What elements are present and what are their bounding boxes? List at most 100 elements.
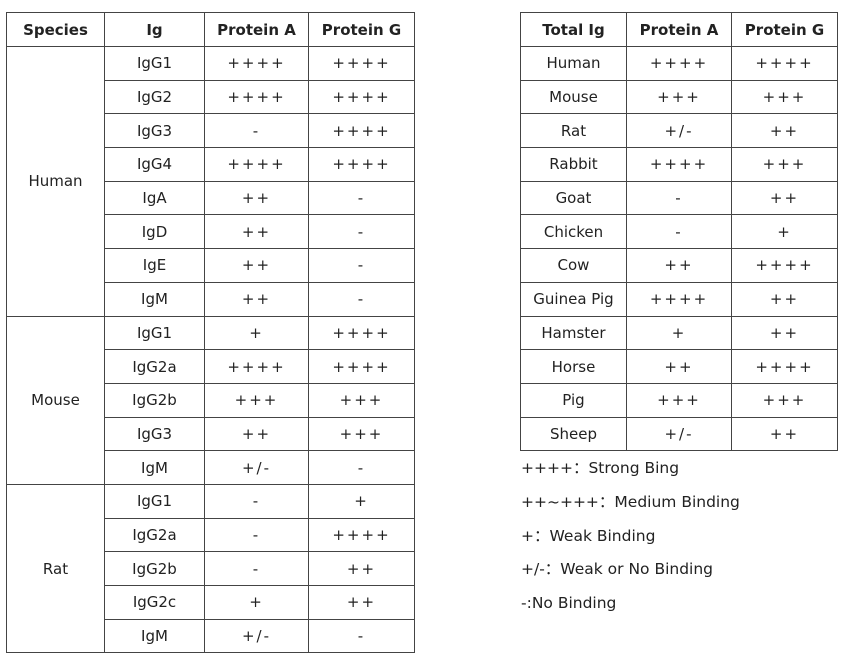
row: Rabbit ++++ +++ (520, 147, 838, 182)
row: IgE ++ - (7, 248, 415, 283)
species-cell: Sheep (520, 416, 627, 452)
binding-cell: +++ (308, 416, 415, 452)
binding-cell: + (308, 483, 415, 519)
species-cell: Rat (6, 483, 105, 654)
row: Horse ++ ++++ (520, 349, 838, 384)
row: IgG2a - ++++ (7, 517, 415, 553)
row: IgG2c + ++ (7, 585, 415, 620)
ig-cell: IgM (104, 281, 205, 317)
binding-cell: - (204, 113, 309, 149)
binding-cell: - (308, 618, 415, 654)
species-cell: Cow (520, 248, 627, 283)
binding-cell: ++++ (308, 147, 415, 182)
species-cell: Guinea Pig (520, 281, 627, 317)
species-cell: Chicken (520, 214, 627, 250)
left-table: Species Ig Protein A Protein G Human IgG1 ++++… (6, 12, 415, 654)
header-cell: Protein A (626, 12, 732, 47)
row: Mouse +++ +++ (520, 79, 838, 115)
header-cell: Total Ig (520, 12, 627, 47)
binding-cell: ++++ (626, 281, 732, 317)
header-cell: Protein G (731, 12, 838, 47)
binding-cell: +++ (731, 79, 838, 115)
header-row: Total Ig Protein A Protein G (520, 12, 838, 47)
binding-cell: ++ (204, 416, 309, 452)
binding-cell: ++ (626, 349, 732, 384)
ig-cell: IgG1 (104, 483, 205, 519)
ig-cell: IgG2a (104, 349, 205, 384)
ig-cell: IgA (104, 180, 205, 216)
row: Goat - ++ (520, 180, 838, 216)
species-cell: Goat (520, 180, 627, 216)
row: IgA ++ - (7, 180, 415, 216)
row: IgG3- ++++ (7, 113, 415, 149)
species-cell: Horse (520, 349, 627, 384)
header-cell: Species (6, 12, 105, 47)
row: IgG2b +++ +++ (7, 382, 415, 418)
binding-cell: + (731, 214, 838, 250)
binding-cell: ++++ (626, 147, 732, 182)
ig-cell: IgE (104, 248, 205, 283)
binding-cell: ++ (731, 315, 838, 351)
binding-cell: +/- (204, 618, 309, 654)
binding-cell: - (308, 450, 415, 485)
ig-cell: IgG3 (104, 416, 205, 452)
legend-item: ++~+++：Medium Binding (521, 492, 740, 511)
row: Sheep +/- ++ (520, 416, 838, 452)
row: Hamster + ++ (520, 315, 838, 351)
binding-cell: ++++ (308, 46, 415, 81)
binding-cell: ++++ (204, 349, 309, 384)
row: Cow ++ ++++ (520, 248, 838, 283)
species-cell: Mouse (6, 315, 105, 485)
header-cell: Protein G (308, 12, 415, 47)
species-cell: Rat (520, 113, 627, 149)
species-cell: Rabbit (520, 147, 627, 182)
binding-cell: ++ (731, 416, 838, 452)
row: Chicken - + (520, 214, 838, 250)
binding-cell: ++++ (204, 79, 309, 115)
binding-cell: ++++ (308, 113, 415, 149)
binding-cell: - (626, 214, 732, 250)
binding-cell: - (308, 248, 415, 283)
ig-cell: IgG2c (104, 585, 205, 620)
row: IgG4 ++++ ++++ (7, 147, 415, 182)
row: IgG2a ++++ ++++ (7, 349, 415, 384)
binding-cell: +/- (204, 450, 309, 485)
row: IgM +/- - (7, 618, 415, 654)
row: IgG2 ++++ ++++ (7, 79, 415, 115)
ig-cell: IgD (104, 214, 205, 250)
binding-cell: ++++ (204, 147, 309, 182)
header-row: Species Ig Protein A Protein G (6, 12, 415, 47)
binding-cell: - (626, 180, 732, 216)
binding-cell: - (204, 551, 309, 586)
binding-cell: - (308, 281, 415, 317)
binding-cell: + (626, 315, 732, 351)
binding-cell: +++ (626, 382, 732, 418)
binding-cell: - (308, 180, 415, 216)
binding-cell: +++ (308, 382, 415, 418)
binding-cell: +++ (731, 382, 838, 418)
species-cell: Human (520, 46, 627, 81)
right-table: Total Ig Protein A Protein G Human ++++ ++++ M… (520, 12, 838, 452)
row: Guinea Pig ++++ ++ (520, 281, 838, 317)
binding-cell: ++ (204, 281, 309, 317)
legend-item: +/-：Weak or No Binding (521, 560, 714, 579)
row: IgG3 ++ +++ (7, 416, 415, 452)
binding-cell: ++ (731, 180, 838, 216)
binding-cell: ++ (731, 281, 838, 317)
binding-cell: ++++ (731, 349, 838, 384)
binding-cell: +++ (204, 382, 309, 418)
ig-cell: IgG2a (104, 517, 205, 553)
row: Mouse IgG1 + ++++ (6, 315, 415, 485)
ig-cell: IgG3 (104, 113, 205, 149)
binding-cell: ++++ (308, 517, 415, 553)
legend-item: -:No Binding (521, 594, 617, 613)
header-cell: Protein A (204, 12, 309, 47)
ig-cell: IgM (104, 618, 205, 654)
row: Human IgG1 ++++ ++++ (6, 46, 415, 317)
binding-cell: ++ (731, 113, 838, 149)
binding-cell: +/- (626, 416, 732, 452)
binding-cell: ++ (308, 551, 415, 586)
species-cell: Human (6, 46, 105, 317)
ig-cell: IgG4 (104, 147, 205, 182)
binding-cell: ++ (626, 248, 732, 283)
